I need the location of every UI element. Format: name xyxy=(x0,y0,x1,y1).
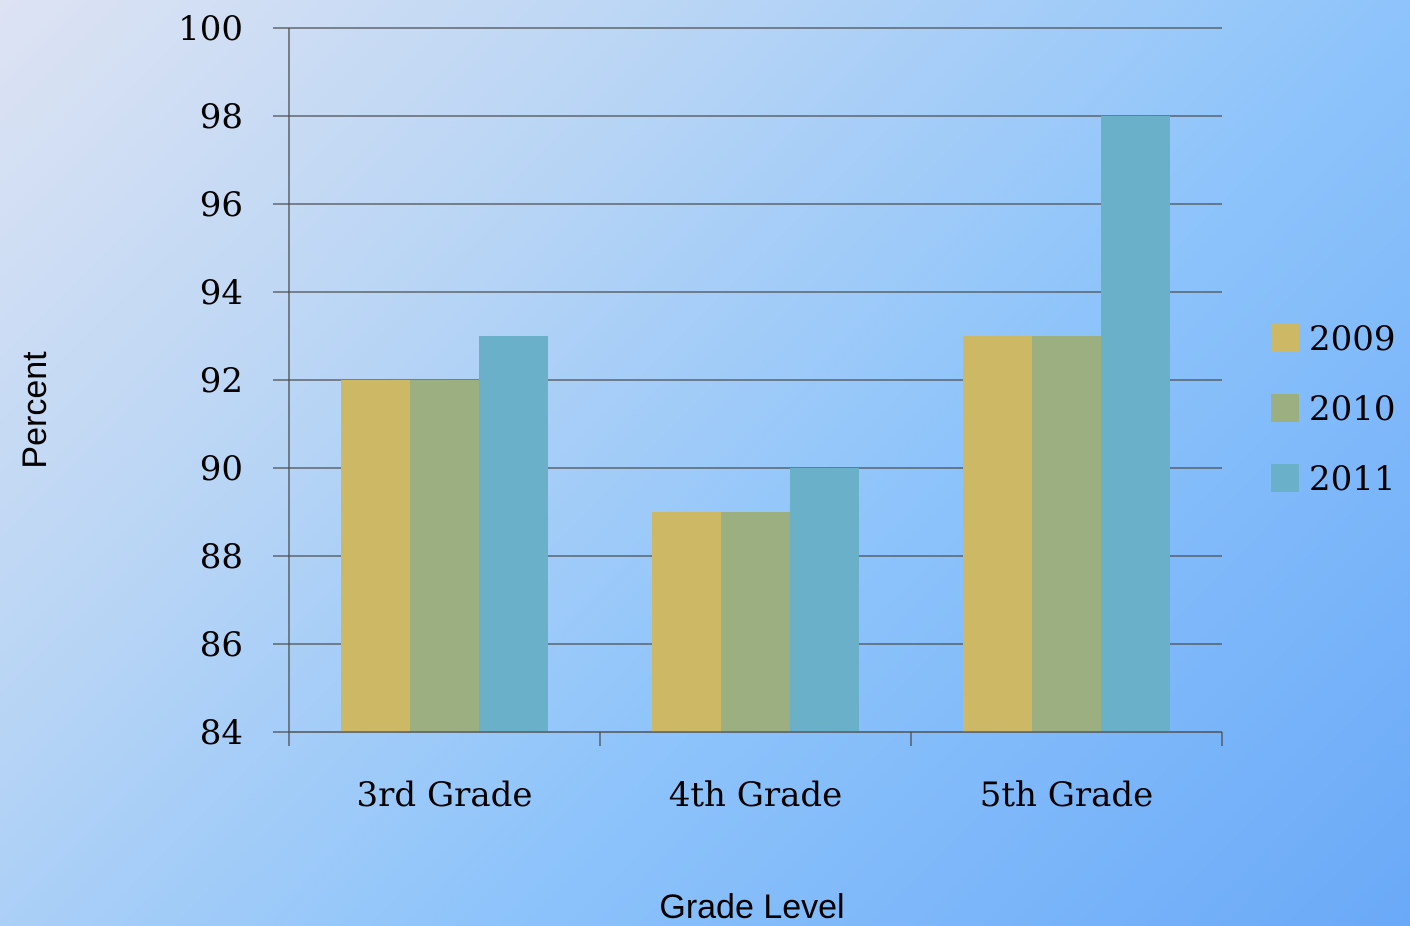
y-tick-label: 94 xyxy=(200,273,243,313)
bar-2010-2 xyxy=(721,512,790,732)
y-tick-label: 92 xyxy=(200,361,243,401)
x-tick-label: 5th Grade xyxy=(980,775,1154,815)
bar-2009-1 xyxy=(341,380,410,732)
y-tick-label: 86 xyxy=(200,625,243,665)
bar-2009-3 xyxy=(963,336,1032,732)
legend-swatch-2011 xyxy=(1271,464,1299,492)
y-tick-label: 90 xyxy=(200,449,243,489)
legend-label-2010: 2010 xyxy=(1309,389,1396,429)
bar-2010-1 xyxy=(410,380,479,732)
bar-2011-2 xyxy=(790,468,859,732)
y-tick-label: 96 xyxy=(200,185,243,225)
bar-2011-1 xyxy=(479,336,548,732)
y-tick-labels: 84 86 88 90 92 94 96 98 100 xyxy=(178,9,243,753)
y-axis-title: Percent xyxy=(16,351,54,469)
x-tick-labels: 3rd Grade 4th Grade 5th Grade xyxy=(356,775,1153,815)
legend-label-2011: 2011 xyxy=(1309,459,1396,499)
y-tick-label: 100 xyxy=(178,9,243,49)
x-tick-label: 3rd Grade xyxy=(356,775,532,815)
legend-swatch-2010 xyxy=(1271,394,1299,422)
y-tick-label: 98 xyxy=(200,97,243,137)
bar-2011-3 xyxy=(1101,116,1170,732)
bar-2009-2 xyxy=(652,512,721,732)
legend: 2009 2010 2011 xyxy=(1271,319,1396,499)
x-tick-label: 4th Grade xyxy=(669,775,843,815)
y-tick-label: 84 xyxy=(200,713,243,753)
bar-2010-3 xyxy=(1032,336,1101,732)
x-axis-title: Grade Level xyxy=(659,888,844,926)
bars xyxy=(341,116,1170,732)
legend-swatch-2009 xyxy=(1271,324,1299,352)
y-tick-label: 88 xyxy=(200,537,243,577)
axes xyxy=(288,28,1223,746)
legend-label-2009: 2009 xyxy=(1309,319,1396,359)
